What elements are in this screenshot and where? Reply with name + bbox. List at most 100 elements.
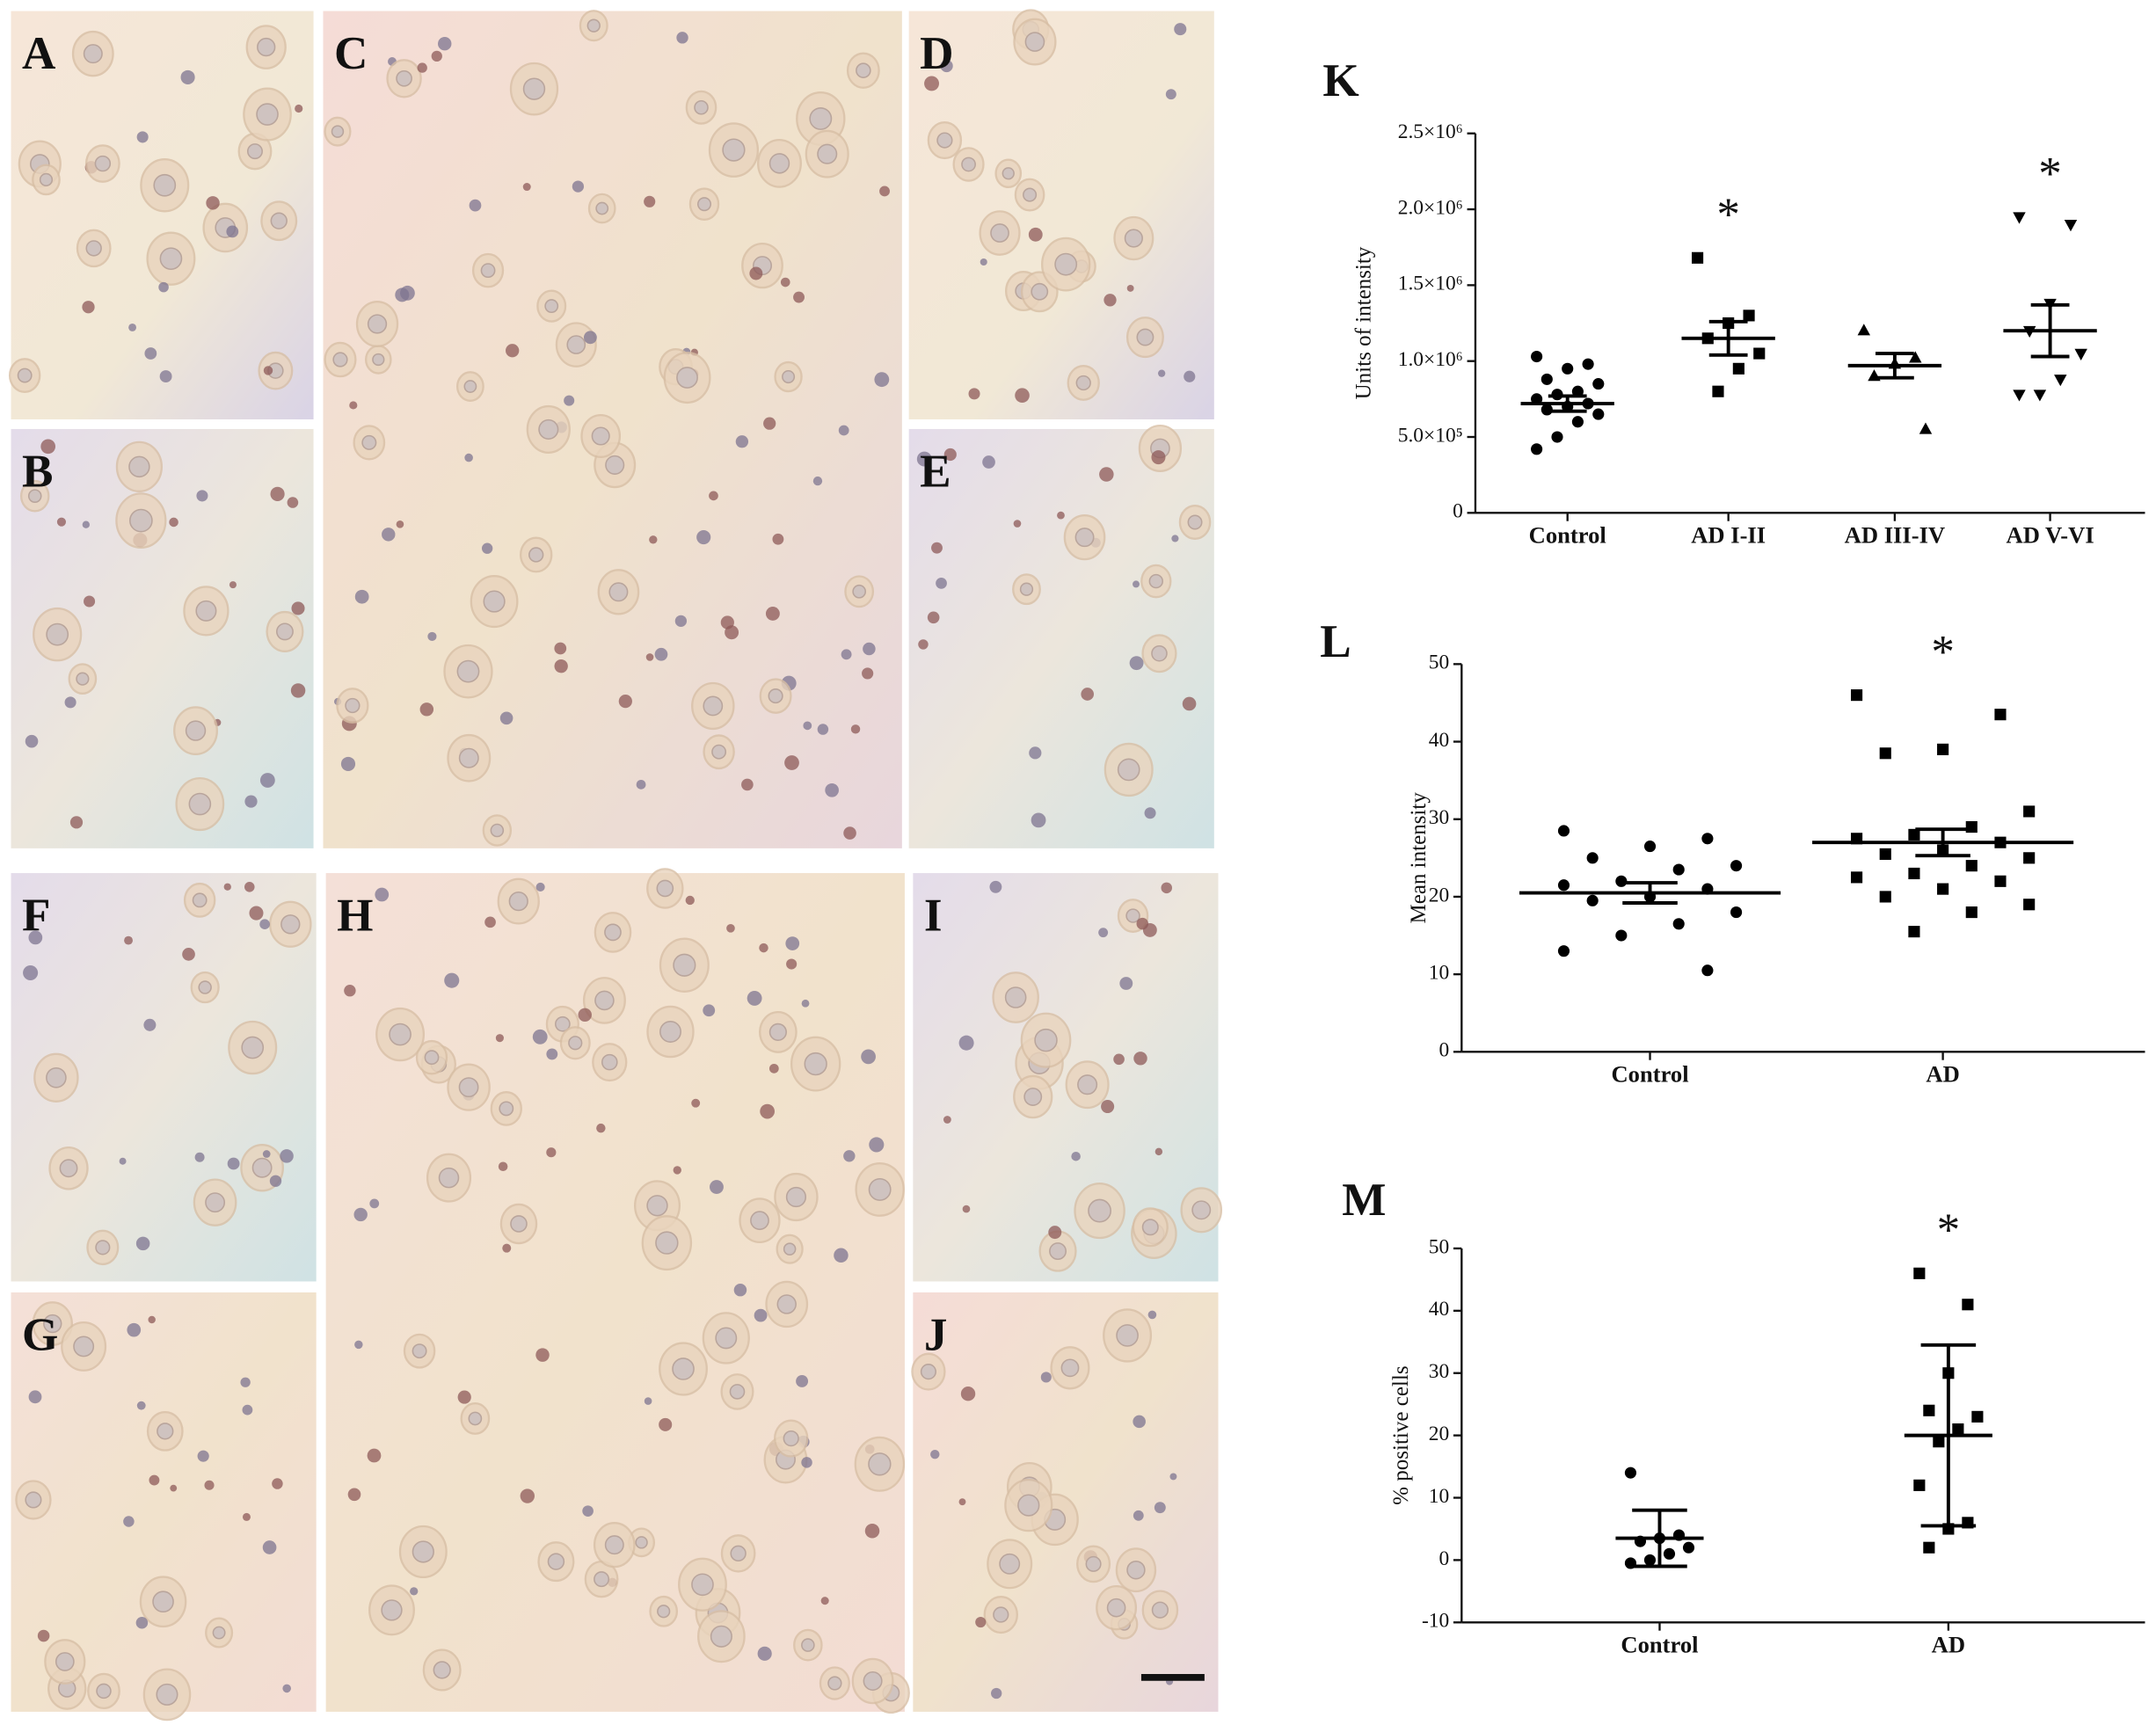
y-tick-label: 40 — [1429, 1298, 1449, 1321]
nucleus — [863, 1670, 883, 1692]
glial-nucleus — [124, 935, 133, 945]
nucleus — [280, 914, 301, 935]
nucleus — [270, 212, 288, 229]
nucleus — [192, 892, 208, 908]
nucleus — [468, 1411, 483, 1426]
data-point — [1663, 1547, 1676, 1560]
nucleus — [776, 1294, 797, 1314]
panel-label: C — [334, 28, 368, 79]
glial-nucleus — [56, 517, 66, 527]
nucleus — [95, 1240, 111, 1256]
data-point — [1994, 875, 2007, 887]
glial-nucleus — [1182, 696, 1197, 711]
nucleus — [25, 1491, 42, 1509]
data-point — [1732, 362, 1744, 375]
nucleus — [510, 1215, 528, 1233]
glial-nucleus — [1071, 1151, 1081, 1161]
glial-nucleus — [1174, 23, 1187, 36]
glial-nucleus — [1147, 1310, 1157, 1320]
glial-nucleus — [427, 631, 437, 641]
glial-nucleus — [1029, 746, 1042, 760]
nucleus — [568, 1036, 583, 1051]
data-point — [1615, 929, 1628, 942]
data-point — [2054, 375, 2067, 387]
glial-nucleus — [636, 779, 646, 790]
nucleus — [768, 153, 790, 174]
data-point — [1913, 1479, 1926, 1491]
nucleus — [605, 455, 625, 475]
glial-nucleus — [282, 1684, 291, 1693]
glial-nucleus — [182, 948, 195, 961]
data-point — [1582, 358, 1594, 370]
glial-nucleus — [280, 1149, 294, 1163]
data-point — [1562, 362, 1574, 375]
y-tick-label: 2.5×10⁶ — [1398, 120, 1463, 143]
data-point — [1962, 1299, 1974, 1311]
nucleus — [1191, 1200, 1212, 1220]
micrographs: A B C D E F G H I J — [8, 9, 1223, 1721]
glial-nucleus — [291, 601, 305, 615]
nucleus — [673, 953, 696, 977]
nucleus — [1077, 1074, 1098, 1095]
glial-nucleus — [796, 1375, 809, 1387]
glial-nucleus — [618, 695, 632, 709]
glial-nucleus — [817, 724, 829, 735]
glial-nucleus — [1129, 656, 1144, 671]
data-point — [1850, 689, 1863, 702]
nucleus — [659, 1021, 681, 1043]
glial-nucleus — [64, 696, 76, 709]
nucleus — [129, 508, 153, 533]
data-point — [2064, 220, 2078, 232]
nucleus — [656, 879, 674, 898]
data-point — [1909, 351, 1922, 363]
nucleus — [522, 77, 546, 100]
glial-nucleus — [768, 1063, 779, 1074]
glial-nucleus — [765, 606, 780, 621]
nucleus — [275, 622, 294, 641]
nucleus — [412, 1540, 434, 1563]
glial-nucleus — [1103, 294, 1117, 307]
x-tick-label: AD — [1926, 1061, 1959, 1088]
nucleus — [783, 1430, 799, 1447]
glial-nucleus — [353, 1207, 368, 1222]
nucleus — [39, 172, 54, 187]
nucleus — [188, 792, 212, 816]
glial-nucleus — [369, 1198, 380, 1209]
glial-nucleus — [676, 32, 688, 44]
glial-nucleus — [841, 649, 852, 660]
glial-nucleus — [861, 1049, 876, 1065]
glial-nucleus — [159, 370, 172, 383]
data-point — [1571, 416, 1584, 428]
nucleus — [152, 1590, 174, 1613]
y-tick-label: 30 — [1429, 1360, 1449, 1383]
nucleus — [696, 197, 712, 212]
nucleus — [424, 1050, 440, 1066]
y-tick-label: 0 — [1439, 1039, 1450, 1062]
data-point — [1753, 347, 1766, 360]
data-point — [1937, 883, 1949, 895]
glial-nucleus — [801, 1457, 812, 1468]
data-point — [2023, 805, 2036, 818]
panel-label: I — [924, 890, 943, 941]
glial-nucleus — [645, 653, 654, 661]
nucleus — [438, 1167, 460, 1189]
glial-nucleus — [481, 542, 493, 554]
y-axis-label: Mean intensity — [1407, 792, 1431, 924]
glial-nucleus — [149, 1474, 160, 1486]
glial-nucleus — [262, 1540, 277, 1554]
glial-nucleus — [749, 266, 763, 280]
nucleus — [73, 1336, 95, 1357]
glial-nucleus — [347, 1488, 361, 1502]
nucleus — [768, 1023, 787, 1041]
nucleus — [635, 1536, 648, 1549]
y-tick-label: 1.0×10⁶ — [1398, 348, 1463, 371]
glial-nucleus — [410, 1587, 419, 1596]
glial-nucleus — [927, 611, 940, 624]
nucleus — [246, 143, 263, 160]
glial-nucleus — [344, 985, 356, 997]
glial-nucleus — [242, 1404, 253, 1416]
nucleus — [96, 1683, 112, 1700]
data-point — [1908, 926, 1920, 938]
nucleus — [159, 247, 183, 271]
